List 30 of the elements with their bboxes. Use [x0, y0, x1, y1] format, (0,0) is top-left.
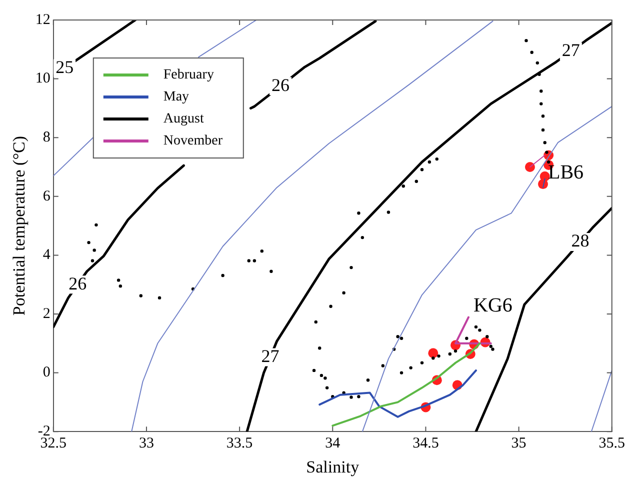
y-tick-label: 6 [42, 188, 51, 204]
point [428, 348, 438, 358]
annotation: 26 [68, 273, 87, 294]
legend-label: August [163, 112, 204, 127]
y-tick-label: 10 [35, 70, 50, 87]
annotation: 28 [571, 230, 590, 251]
legend-label: November [163, 134, 223, 149]
annotation: 25 [56, 56, 74, 77]
y-axis-title: Potential temperature (°C) [10, 136, 29, 316]
point [524, 162, 535, 172]
x-tick-label: 32.5 [40, 436, 67, 452]
x-tick-label: 34.5 [412, 436, 439, 452]
y-tick-label: 0 [42, 364, 50, 381]
y-tick-label: 12 [35, 12, 50, 28]
annotation: 27 [261, 346, 280, 366]
y-tick-label: 2 [42, 306, 50, 322]
x-tick-label: 34 [325, 436, 341, 452]
legend-label: May [163, 90, 190, 105]
y-tick-label: 4 [42, 247, 51, 264]
legend-label: February [163, 68, 214, 83]
annotation: LB6 [548, 161, 584, 184]
x-tick-label: 33.5 [226, 436, 253, 452]
x-tick-label: 33 [138, 436, 154, 452]
y-tick-label: 8 [42, 130, 50, 146]
annotation: KG6 [474, 294, 512, 316]
x-tick-label: 35 [511, 436, 526, 452]
annotation: 26 [272, 74, 290, 95]
annotation: 27 [562, 40, 580, 60]
x-tick-label: 35.5 [598, 436, 625, 452]
x-axis-title: Salinity [306, 457, 360, 476]
